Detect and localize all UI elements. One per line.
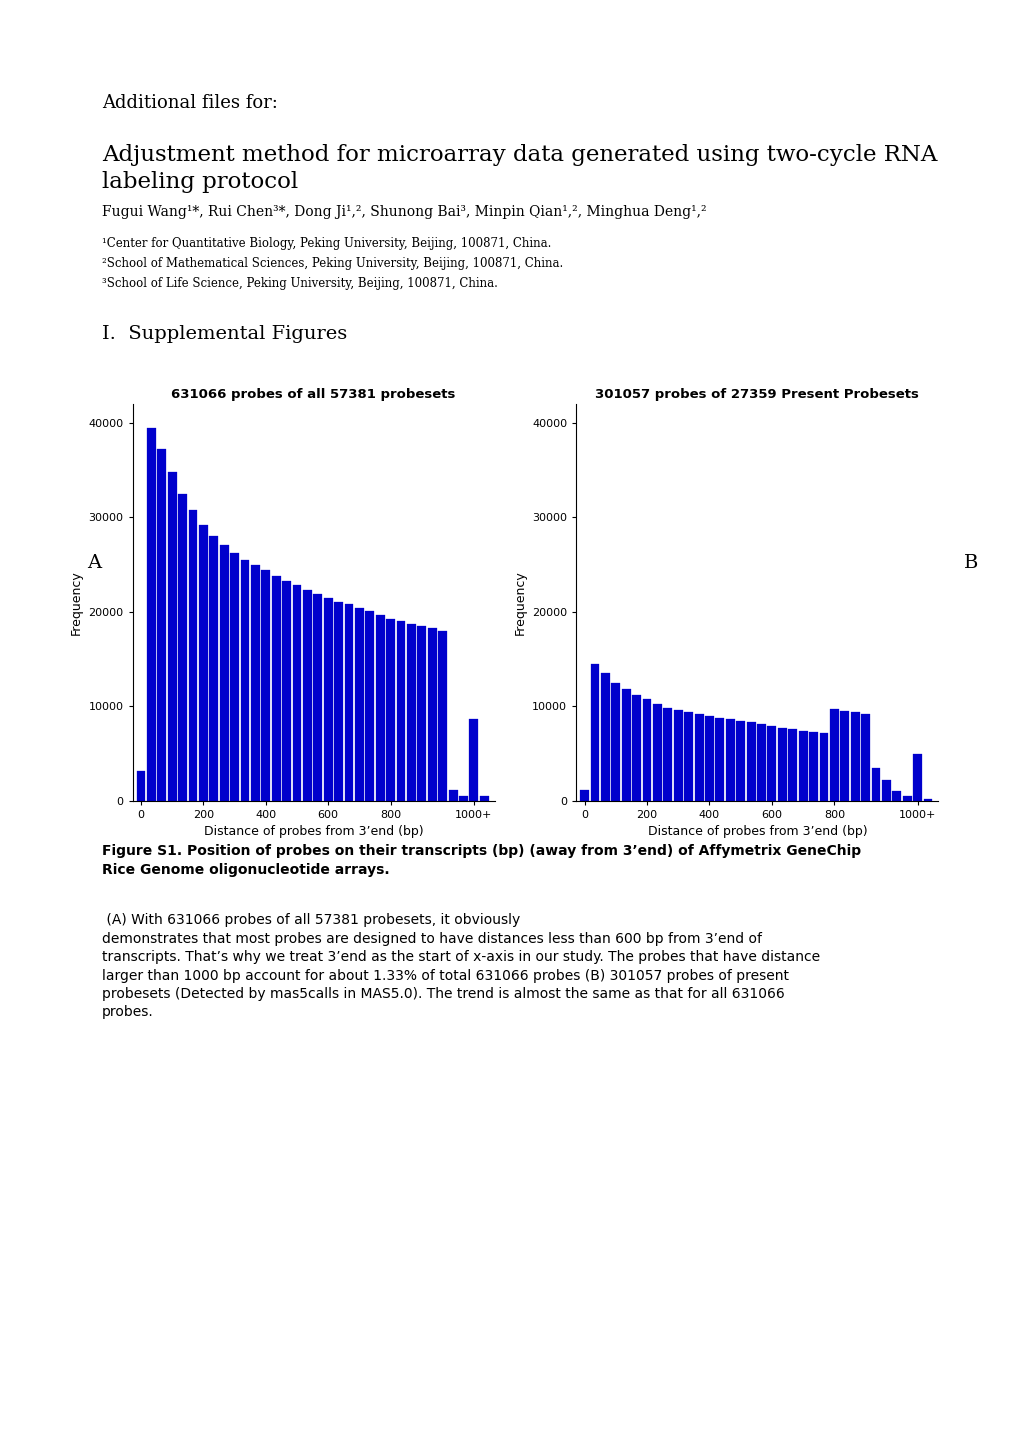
- Bar: [137, 771, 145, 801]
- Bar: [199, 525, 208, 801]
- Bar: [788, 729, 797, 801]
- Bar: [756, 724, 765, 801]
- Bar: [230, 553, 238, 801]
- Text: Additional files for:: Additional files for:: [102, 94, 277, 111]
- Bar: [292, 586, 302, 801]
- Bar: [632, 696, 641, 801]
- Bar: [590, 664, 599, 801]
- Bar: [902, 797, 911, 801]
- Bar: [850, 711, 859, 801]
- Bar: [684, 711, 693, 801]
- Bar: [622, 690, 630, 801]
- Bar: [167, 472, 176, 801]
- Bar: [652, 704, 661, 801]
- Bar: [704, 716, 713, 801]
- Text: ²School of Mathematical Sciences, Peking University, Beijing, 100871, China.: ²School of Mathematical Sciences, Peking…: [102, 257, 562, 270]
- Bar: [448, 789, 458, 801]
- Bar: [798, 732, 807, 801]
- Bar: [600, 674, 609, 801]
- Text: Adjustment method for microarray data generated using two-cycle RNA
labeling pro: Adjustment method for microarray data ge…: [102, 144, 936, 192]
- Bar: [323, 597, 332, 801]
- Bar: [694, 714, 703, 801]
- Bar: [313, 595, 322, 801]
- Y-axis label: Frequency: Frequency: [514, 570, 526, 635]
- Bar: [469, 719, 478, 801]
- Title: 631066 probes of all 57381 probesets: 631066 probes of all 57381 probesets: [171, 388, 455, 401]
- Bar: [881, 781, 890, 801]
- Bar: [922, 799, 931, 801]
- Bar: [219, 545, 228, 801]
- Bar: [818, 733, 827, 801]
- Bar: [580, 789, 588, 801]
- Bar: [427, 628, 436, 801]
- Bar: [334, 602, 342, 801]
- Bar: [178, 494, 186, 801]
- Bar: [840, 711, 849, 801]
- Text: B: B: [963, 554, 977, 571]
- Bar: [282, 580, 290, 801]
- Bar: [355, 608, 364, 801]
- Bar: [157, 449, 166, 801]
- Bar: [746, 723, 755, 801]
- Bar: [662, 709, 672, 801]
- Bar: [261, 570, 270, 801]
- Y-axis label: Frequency: Frequency: [70, 570, 83, 635]
- Bar: [303, 590, 312, 801]
- Text: I.  Supplemental Figures: I. Supplemental Figures: [102, 325, 346, 342]
- Text: ³School of Life Science, Peking University, Beijing, 100871, China.: ³School of Life Science, Peking Universi…: [102, 277, 497, 290]
- Bar: [386, 619, 394, 801]
- Bar: [189, 509, 198, 801]
- Bar: [147, 427, 156, 801]
- Bar: [808, 732, 817, 801]
- Bar: [251, 564, 260, 801]
- Bar: [829, 709, 838, 801]
- Text: (A) With 631066 probes of all 57381 probesets, it obviously
demonstrates that mo: (A) With 631066 probes of all 57381 prob…: [102, 913, 819, 1019]
- Bar: [479, 797, 488, 801]
- Text: A: A: [87, 554, 101, 571]
- Bar: [736, 720, 745, 801]
- Bar: [912, 753, 921, 801]
- Text: Figure S1. Position of probes on their transcripts (bp) (away from 3’end) of Aff: Figure S1. Position of probes on their t…: [102, 844, 860, 876]
- Bar: [766, 726, 775, 801]
- Bar: [407, 625, 416, 801]
- Text: ¹Center for Quantitative Biology, Peking University, Beijing, 100871, China.: ¹Center for Quantitative Biology, Peking…: [102, 237, 551, 250]
- X-axis label: Distance of probes from 3’end (bp): Distance of probes from 3’end (bp): [647, 825, 866, 838]
- Bar: [438, 631, 446, 801]
- Bar: [777, 729, 786, 801]
- Bar: [642, 698, 651, 801]
- Bar: [344, 605, 354, 801]
- Bar: [365, 610, 374, 801]
- Bar: [417, 626, 426, 801]
- Bar: [892, 791, 901, 801]
- Bar: [726, 719, 734, 801]
- X-axis label: Distance of probes from 3’end (bp): Distance of probes from 3’end (bp): [204, 825, 423, 838]
- Text: Fugui Wang¹*, Rui Chen³*, Dong Ji¹,², Shunong Bai³, Minpin Qian¹,², Minghua Deng: Fugui Wang¹*, Rui Chen³*, Dong Ji¹,², Sh…: [102, 205, 706, 219]
- Bar: [396, 622, 406, 801]
- Bar: [860, 714, 869, 801]
- Bar: [375, 615, 384, 801]
- Bar: [209, 537, 218, 801]
- Bar: [610, 683, 620, 801]
- Bar: [714, 717, 723, 801]
- Title: 301057 probes of 27359 Present Probesets: 301057 probes of 27359 Present Probesets: [595, 388, 918, 401]
- Bar: [674, 710, 682, 801]
- Bar: [870, 768, 879, 801]
- Bar: [271, 576, 280, 801]
- Bar: [240, 560, 250, 801]
- Bar: [459, 797, 468, 801]
